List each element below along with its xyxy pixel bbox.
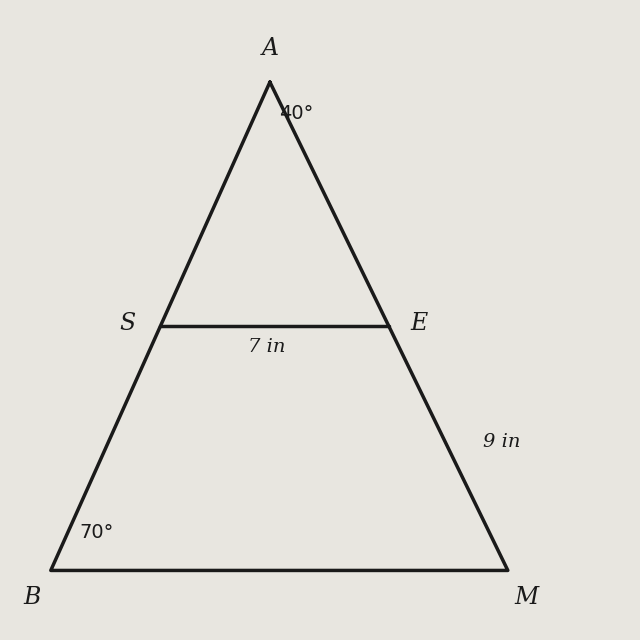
Text: B: B bbox=[23, 586, 41, 609]
Text: 70°: 70° bbox=[79, 524, 113, 542]
Text: E: E bbox=[411, 312, 428, 335]
Text: 40°: 40° bbox=[279, 104, 314, 123]
Text: S: S bbox=[119, 312, 135, 335]
Text: 7 in: 7 in bbox=[248, 337, 285, 356]
Text: M: M bbox=[515, 586, 539, 609]
Text: 9 in: 9 in bbox=[483, 433, 520, 451]
Text: A: A bbox=[261, 37, 278, 60]
